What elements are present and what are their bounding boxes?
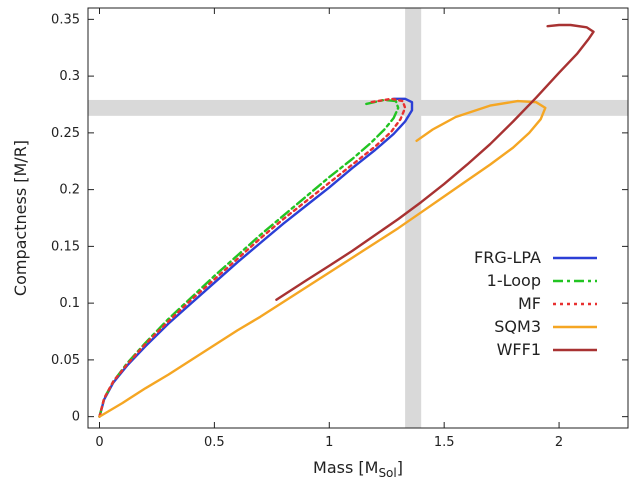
y-tick-label: 0.05 (51, 353, 80, 368)
series-line-frg-lpa (98, 97, 414, 418)
x-axis-label-end: ] (397, 458, 403, 477)
plot-frame (87, 7, 629, 429)
y-tick-label: 0.3 (59, 69, 80, 84)
y-tick-label: 0 (72, 410, 80, 425)
plot-background (88, 8, 628, 428)
x-tick-label: 2 (555, 435, 563, 450)
y-tick-label: 0.15 (51, 239, 80, 254)
x-axis-label: Mass [MSol] (313, 458, 403, 480)
x-tick-label: 1.5 (434, 435, 455, 450)
y-tick-label: 0.2 (59, 183, 80, 198)
y-axis-ticks: 0 0.05 0.1 0.15 0.2 0.25 0.3 0.35 (51, 12, 628, 425)
legend-label-wff1: WFF1 (497, 340, 541, 359)
x-tick-label: 1 (325, 435, 333, 450)
series-lines (98, 23, 595, 418)
series-line-wff1 (275, 23, 595, 301)
y-tick-label: 0.35 (51, 12, 80, 27)
x-axis-label-subscript: Sol (378, 466, 396, 480)
legend: FRG-LPA 1-Loop MF SQM3 WFF1 (474, 248, 597, 359)
legend-label-sqm3: SQM3 (494, 317, 541, 336)
series-line-sqm3 (98, 99, 547, 418)
horizontal-band (88, 99, 628, 116)
y-tick-label: 0.25 (51, 126, 80, 141)
legend-label-1-loop: 1-Loop (487, 271, 541, 290)
x-axis-label-main: Mass [M (313, 458, 378, 477)
legend-label-mf: MF (518, 294, 541, 313)
y-tick-label: 0.1 (59, 296, 80, 311)
x-tick-label: 0.5 (204, 435, 225, 450)
x-axis-ticks: 0 0.5 1 1.5 2 (95, 8, 563, 450)
x-tick-label: 0 (95, 435, 103, 450)
y-axis-label: Compactness [M/R] (11, 140, 30, 296)
legend-label-frg-lpa: FRG-LPA (474, 248, 541, 267)
series-line-mf (98, 97, 407, 418)
